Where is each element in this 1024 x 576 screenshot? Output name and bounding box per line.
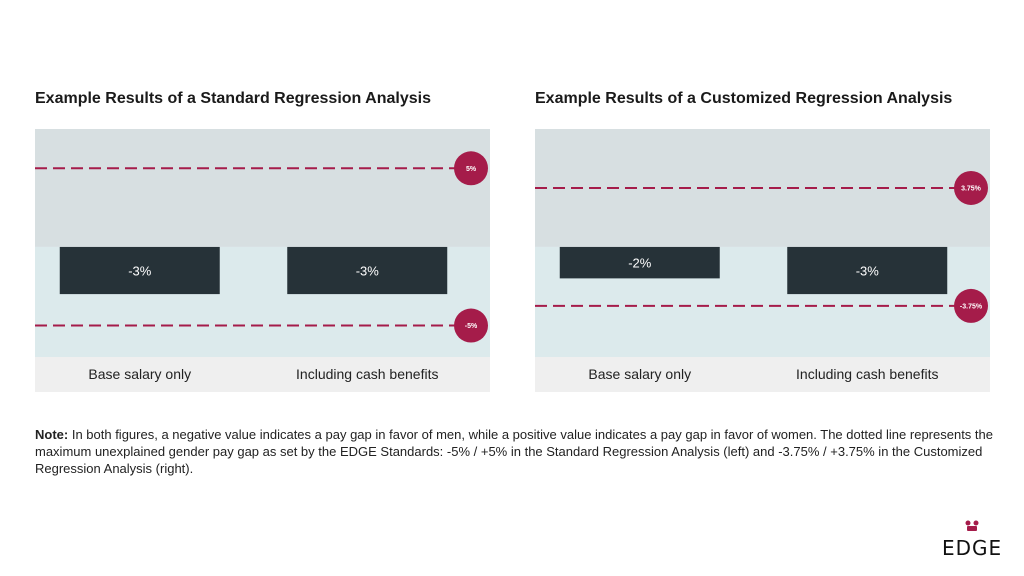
bar-value-label: -2% [628, 256, 652, 271]
threshold-marker [954, 170, 988, 205]
threshold-marker [454, 308, 488, 343]
category-label: Including cash benefits [796, 366, 938, 382]
customized-chart-title: Example Results of a Customized Regressi… [535, 90, 953, 107]
bar-value-label: -3% [856, 264, 880, 279]
edge-logo: EDGE [942, 520, 1001, 560]
threshold-label: 3.75% [961, 185, 982, 192]
note-label: Note: [35, 427, 69, 442]
edge-logo-text: EDGE [942, 536, 1003, 560]
category-label: Base salary only [88, 366, 191, 382]
category-axis-band [35, 357, 490, 392]
bar [59, 246, 220, 295]
bar [787, 246, 948, 295]
edge-logo-mark [965, 520, 979, 531]
customized-regression-chart: -2% Base salary only -3% Including cash ben… [535, 129, 990, 392]
note: Note: In both figures, a negative value … [35, 426, 995, 477]
standard-chart-title: Example Results of a Standard Regression… [35, 90, 431, 107]
bar [559, 246, 720, 279]
note-text: In both figures, a negative value indica… [35, 427, 993, 476]
threshold-label: -5% [465, 323, 478, 330]
threshold-marker [454, 151, 488, 186]
threshold-label: 5% [466, 166, 477, 173]
bar-value-label: -3% [128, 264, 152, 279]
category-label: Base salary only [588, 366, 691, 382]
bar [287, 246, 448, 295]
category-axis-band [535, 357, 990, 392]
category-label: Including cash benefits [296, 366, 438, 382]
standard-regression-chart: -3% Base salary only -3% Including cash ben… [35, 129, 490, 392]
threshold-marker [954, 288, 988, 323]
threshold-label: -3.75% [960, 303, 983, 310]
positive-band [35, 129, 490, 247]
bar-value-label: -3% [356, 264, 380, 279]
